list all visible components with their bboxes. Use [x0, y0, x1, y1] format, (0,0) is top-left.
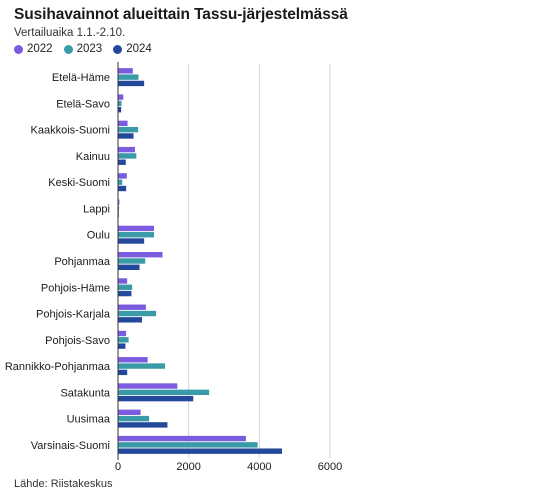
bar-pohjanmaa-2023: [118, 258, 146, 264]
bar-pohjois-hame-2024: [118, 290, 132, 297]
bar-oulu-2024: [118, 238, 145, 244]
bar-keski-suomi-2024: [118, 185, 127, 192]
bar-rannikko-pohjanmaa-2022: [118, 357, 148, 363]
bar-uusimaa-2024: [118, 422, 168, 428]
category-label-satakunta: Satakunta: [60, 387, 110, 399]
legend-label-2024: 2024: [126, 43, 152, 55]
bar-oulu-2023: [118, 232, 155, 238]
bar-pohjois-karjala-2024: [118, 317, 143, 323]
bar-rannikko-pohjanmaa-2024: [118, 369, 128, 376]
category-label-pohjanmaa: Pohjanmaa: [54, 256, 111, 268]
bar-kainuu-2022: [118, 146, 135, 153]
category-label-oulu: Oulu: [87, 230, 110, 242]
bar-kaakkois-suomi-2023: [118, 126, 139, 133]
category-label-etela-hame: Etelä-Häme: [52, 72, 110, 84]
chart-source: Lähde: Riistakeskus: [14, 478, 113, 490]
bar-pohjanmaa-2024: [118, 264, 140, 270]
bar-lappi-2023: [118, 205, 120, 212]
bar-uusimaa-2022: [118, 409, 141, 415]
bar-keski-suomi-2022: [118, 173, 127, 179]
bar-lappi-2022: [118, 199, 120, 205]
bar-varsinais-suomi-2023: [118, 442, 258, 448]
bar-satakunta-2023: [118, 389, 210, 396]
bar-satakunta-2024: [118, 395, 194, 402]
x-tick-label-0: 0: [115, 461, 121, 473]
category-label-keski-suomi: Keski-Suomi: [48, 177, 110, 189]
category-label-lappi: Lappi: [83, 203, 110, 215]
bar-etela-hame-2024: [118, 80, 145, 87]
category-label-etela-savo: Etelä-Savo: [56, 98, 110, 110]
category-label-kainuu: Kainuu: [76, 151, 110, 163]
bar-etela-savo-2023: [118, 100, 122, 107]
bar-pohjois-savo-2024: [118, 343, 126, 349]
legend-label-2022: 2022: [27, 43, 53, 55]
legend-swatch-2024: [113, 44, 123, 54]
bar-rannikko-pohjanmaa-2023: [118, 363, 165, 369]
bar-satakunta-2022: [118, 383, 178, 389]
bar-pohjois-karjala-2023: [118, 310, 157, 317]
bar-pohjanmaa-2022: [118, 252, 163, 258]
category-label-varsinais-suomi: Varsinais-Suomi: [31, 440, 110, 452]
bar-kaakkois-suomi-2022: [118, 120, 128, 127]
bar-etela-savo-2024: [118, 107, 122, 113]
bar-pohjois-savo-2022: [118, 330, 127, 337]
bar-pohjois-hame-2023: [118, 284, 133, 290]
bar-pohjois-hame-2022: [118, 278, 128, 284]
legend-item-2024: 2024: [113, 43, 152, 55]
bar-keski-suomi-2023: [118, 179, 123, 185]
x-tick-label-2000: 2000: [176, 461, 200, 473]
chart-title: Susihavainnot alueittain Tassu-järjestel…: [14, 6, 348, 23]
category-label-uusimaa: Uusimaa: [67, 414, 111, 426]
bar-kaakkois-suomi-2024: [118, 133, 134, 139]
chart-legend: 2022 2023 2024: [14, 43, 152, 55]
chart-subtitle: Vertailuaika 1.1.-2.10.: [14, 27, 126, 39]
bar-kainuu-2023: [118, 153, 137, 159]
legend-item-2023: 2023: [63, 43, 103, 55]
bar-pohjois-karjala-2022: [118, 304, 146, 310]
bar-uusimaa-2023: [118, 415, 150, 422]
bar-etela-savo-2022: [118, 94, 124, 100]
bar-etela-hame-2022: [118, 68, 133, 74]
category-label-kaakkois-suomi: Kaakkois-Suomi: [31, 125, 110, 137]
bar-etela-hame-2023: [118, 74, 139, 80]
bar-varsinais-suomi-2024: [118, 448, 282, 454]
category-label-pohjois-hame: Pohjois-Häme: [41, 282, 110, 294]
legend-swatch-2022: [14, 44, 23, 54]
category-label-pohjois-savo: Pohjois-Savo: [45, 335, 110, 347]
category-label-rannikko-pohjanmaa: Rannikko-Pohjanmaa: [5, 361, 111, 373]
legend-item-2022: 2022: [14, 43, 53, 55]
bar-kainuu-2024: [118, 159, 126, 165]
bar-varsinais-suomi-2022: [118, 435, 246, 442]
legend-label-2023: 2023: [76, 43, 103, 55]
bar-oulu-2022: [118, 225, 155, 232]
legend-swatch-2023: [63, 44, 73, 54]
x-tick-label-4000: 4000: [247, 461, 271, 473]
bar-pohjois-savo-2023: [118, 337, 129, 343]
category-label-pohjois-karjala: Pohjois-Karjala: [36, 309, 111, 321]
x-tick-label-6000: 6000: [318, 461, 342, 473]
